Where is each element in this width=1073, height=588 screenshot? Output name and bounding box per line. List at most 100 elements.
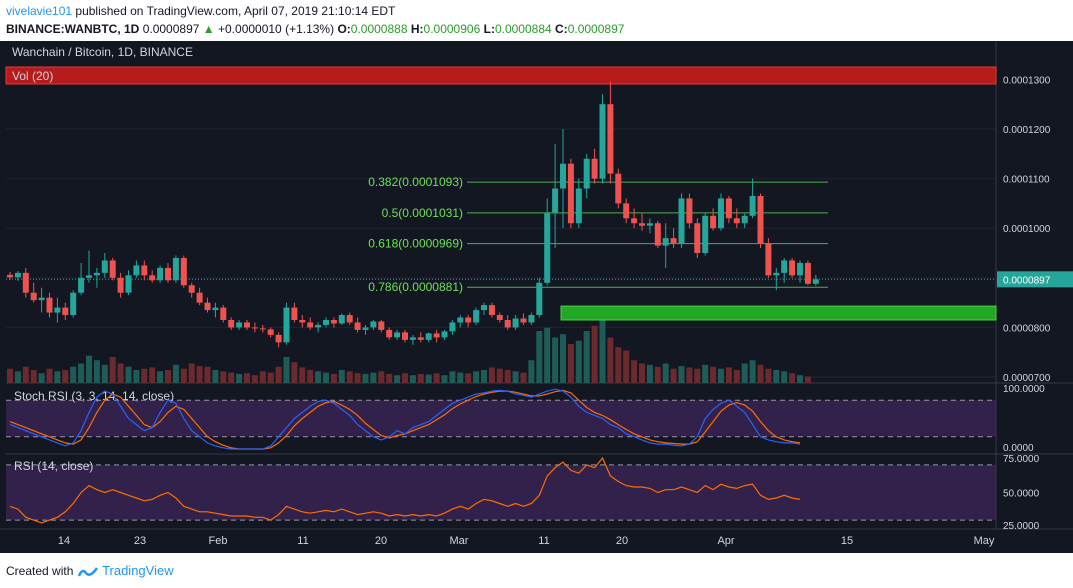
time-tick-label: 11 xyxy=(538,535,549,547)
tradingview-brand[interactable]: TradingView xyxy=(102,563,174,578)
volume-label: Vol (20) xyxy=(12,69,53,83)
candle-body xyxy=(172,257,179,281)
candle-body xyxy=(54,307,61,313)
volume-bar xyxy=(38,373,45,383)
candle-body xyxy=(686,198,693,224)
published-text: published on TradingView.com, April 07, … xyxy=(75,4,396,18)
oscillator-tick-label: 75.0000 xyxy=(1003,454,1040,465)
volume-bar xyxy=(441,375,448,383)
candle-body xyxy=(180,257,187,286)
volume-bar xyxy=(670,368,677,383)
price-tick-label: 0.0000700 xyxy=(1003,373,1051,384)
candle-body xyxy=(528,315,535,323)
volume-bar xyxy=(386,373,393,383)
fib-level-label: 0.786(0.0000881) xyxy=(368,280,463,294)
volume-bar xyxy=(520,372,527,383)
volume-bar xyxy=(180,368,187,383)
volume-bar xyxy=(599,318,606,383)
candle-body xyxy=(402,332,408,340)
volume-bar xyxy=(804,376,811,383)
change-value: +0.0000010 (+1.13%) xyxy=(218,22,335,36)
candle-body xyxy=(441,331,448,338)
candle-body xyxy=(315,324,322,328)
volume-bar xyxy=(528,360,535,383)
vol-banner xyxy=(5,66,997,85)
price-tick-label: 0.0001000 xyxy=(1003,224,1051,235)
volume-bar xyxy=(251,375,258,383)
volume-bar xyxy=(417,373,424,383)
volume-bar xyxy=(22,366,29,383)
candle-body xyxy=(457,317,464,323)
author-name[interactable]: vivelavie101 xyxy=(6,4,73,18)
time-tick-label: 14 xyxy=(58,535,70,547)
candle-body xyxy=(259,328,266,330)
candle-body xyxy=(149,275,156,281)
volume-bar xyxy=(204,366,211,383)
oscillator-series-line xyxy=(9,456,801,524)
candle-body xyxy=(749,195,756,216)
volume-bar xyxy=(54,371,61,383)
time-tick-label: 15 xyxy=(841,535,853,547)
created-with-text: Created with xyxy=(6,564,74,578)
candle-body xyxy=(496,315,503,320)
oscillator-series-line xyxy=(9,388,801,450)
candle-body xyxy=(670,238,677,244)
volume-bar xyxy=(631,360,638,383)
volume-bar xyxy=(402,373,408,383)
volume-bar xyxy=(275,366,282,383)
up-arrow-icon: ▲ xyxy=(202,22,215,36)
volume-bar xyxy=(733,370,740,383)
volume-bar xyxy=(504,370,511,383)
volume-bar xyxy=(236,373,243,383)
chart-title: Wanchain / Bitcoin, 1D, BINANCE xyxy=(12,45,193,59)
volume-bar xyxy=(662,363,669,383)
volume-bar xyxy=(338,370,345,383)
candle-body xyxy=(504,319,511,328)
candle-body xyxy=(38,297,45,301)
candle-body xyxy=(449,322,456,332)
candle-body xyxy=(725,198,732,219)
volume-bar xyxy=(165,370,171,383)
candle-body xyxy=(607,104,614,174)
volume-bar xyxy=(781,371,788,383)
candle-body xyxy=(14,272,21,278)
candle-body xyxy=(86,275,92,278)
volume-bar xyxy=(315,371,322,383)
candle-body xyxy=(804,262,811,284)
volume-bar xyxy=(188,363,195,383)
close-value: 0.0000897 xyxy=(567,22,625,36)
volume-bar xyxy=(70,366,77,383)
volume-bar xyxy=(725,367,732,383)
price-tick-label: 0.0001200 xyxy=(1003,125,1051,136)
volume-bar xyxy=(583,331,590,383)
publish-line: vivelavie101 published on TradingView.co… xyxy=(6,4,395,18)
volume-bar xyxy=(362,373,369,383)
oscillator-tick-label: 25.0000 xyxy=(1003,521,1040,532)
fib-level-label: 0.5(0.0001031) xyxy=(382,206,463,220)
volume-bar xyxy=(457,372,464,383)
volume-bar xyxy=(536,331,543,383)
candle-body xyxy=(765,243,772,276)
volume-bar xyxy=(654,366,661,383)
candle-body xyxy=(236,322,243,328)
oscillator-tick-label: 100.0000 xyxy=(1003,384,1045,395)
price-tick-label: 0.0001300 xyxy=(1003,75,1051,86)
time-tick-label: 20 xyxy=(375,535,387,547)
candle-body xyxy=(196,292,203,303)
time-tick-label: 23 xyxy=(134,535,146,547)
candle-body xyxy=(812,279,819,284)
candle-body xyxy=(757,195,764,244)
candle-body xyxy=(512,318,519,328)
volume-bar xyxy=(567,344,574,383)
candle-body xyxy=(46,297,53,313)
candle-body xyxy=(244,322,250,328)
candle-body xyxy=(710,215,717,229)
volume-bar xyxy=(14,371,21,383)
candle-body xyxy=(307,322,314,328)
candle-body xyxy=(283,307,290,343)
chart-canvas[interactable]: 0.0001300 0.0001200 0.0001100 0.0001000 0.00… xyxy=(0,41,1073,553)
candle-body xyxy=(417,337,424,340)
candle-body xyxy=(733,218,740,224)
volume-bar xyxy=(409,375,416,383)
candle-body xyxy=(7,274,13,278)
